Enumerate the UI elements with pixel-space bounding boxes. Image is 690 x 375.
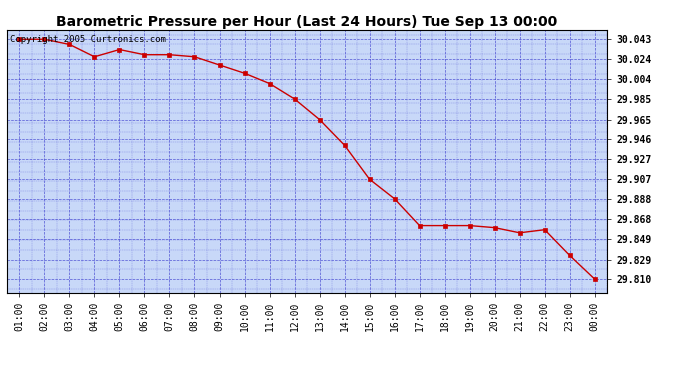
Title: Barometric Pressure per Hour (Last 24 Hours) Tue Sep 13 00:00: Barometric Pressure per Hour (Last 24 Ho… [57, 15, 558, 29]
Text: Copyright 2005 Curtronics.com: Copyright 2005 Curtronics.com [10, 35, 166, 44]
